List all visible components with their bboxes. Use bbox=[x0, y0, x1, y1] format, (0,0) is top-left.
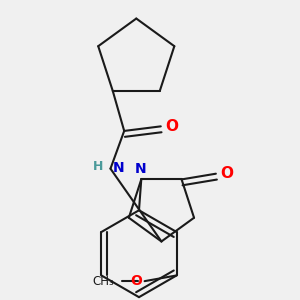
Text: N: N bbox=[134, 162, 146, 176]
Text: O: O bbox=[165, 119, 178, 134]
Text: H: H bbox=[93, 160, 103, 173]
Text: CH₃: CH₃ bbox=[92, 275, 114, 288]
Text: O: O bbox=[130, 274, 142, 288]
Text: N: N bbox=[113, 160, 124, 175]
Text: O: O bbox=[220, 166, 233, 181]
